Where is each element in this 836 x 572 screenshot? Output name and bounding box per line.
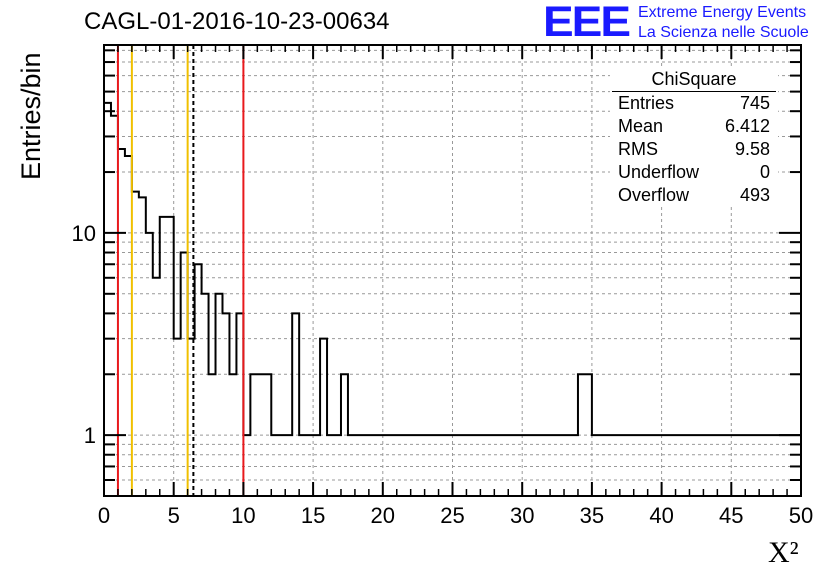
x-axis-label-text: X² <box>768 536 799 569</box>
x-tick-label: 30 <box>510 503 534 528</box>
stats-value: 745 <box>739 93 770 113</box>
stats-value: 6.412 <box>724 116 770 136</box>
x-tick-label: 25 <box>440 503 464 528</box>
histogram-line <box>103 101 801 496</box>
stats-row-overflow: Overflow 493 <box>610 184 778 207</box>
x-tick-label: 20 <box>371 503 395 528</box>
logo-line-2: La Scienza nelle Scuole <box>638 24 809 41</box>
stats-row-mean: Mean 6.412 <box>610 115 778 138</box>
y-tick-label: 1 <box>84 423 96 448</box>
logo-line-1: Extreme Energy Events <box>638 4 807 21</box>
stats-label: Underflow <box>618 162 700 182</box>
stats-row-entries: Entries 745 <box>610 92 778 115</box>
x-tick-label: 35 <box>580 503 604 528</box>
x-tick-label: 45 <box>719 503 743 528</box>
chart-title: CAGL-01-2016-10-23-00634 <box>84 8 390 35</box>
stats-row-rms: RMS 9.58 <box>610 138 778 161</box>
x-tick-label: 15 <box>301 503 325 528</box>
stats-label: Mean <box>618 116 664 136</box>
y-tick-label: 10 <box>72 221 96 246</box>
x-tick-label: 5 <box>168 503 180 528</box>
x-tick-label: 50 <box>789 503 813 528</box>
histogram <box>103 101 801 496</box>
x-tick-label: 40 <box>649 503 673 528</box>
y-axis-label: Entries/bin <box>16 52 46 180</box>
stats-title: ChiSquare <box>612 68 776 92</box>
x-tick-label: 10 <box>231 503 255 528</box>
stats-label: Overflow <box>618 185 690 205</box>
axis-ticks <box>103 45 802 496</box>
x-axis-label: X² <box>768 536 799 570</box>
stats-label: RMS <box>618 139 658 159</box>
eee-logo: EEE <box>543 0 631 46</box>
x-tick-label: 0 <box>98 503 110 528</box>
reference-lines <box>116 45 245 496</box>
tick-labels: 0 5 10 15 20 25 30 35 40 45 50 1 10 <box>72 221 814 528</box>
stats-value: 493 <box>739 185 770 205</box>
stats-value: 9.58 <box>734 139 770 159</box>
stats-label: Entries <box>618 93 675 113</box>
stats-value: 0 <box>759 162 770 182</box>
stats-row-underflow: Underflow 0 <box>610 161 778 184</box>
stats-box: ChiSquare Entries 745 Mean 6.412 RMS 9.5… <box>610 68 778 207</box>
